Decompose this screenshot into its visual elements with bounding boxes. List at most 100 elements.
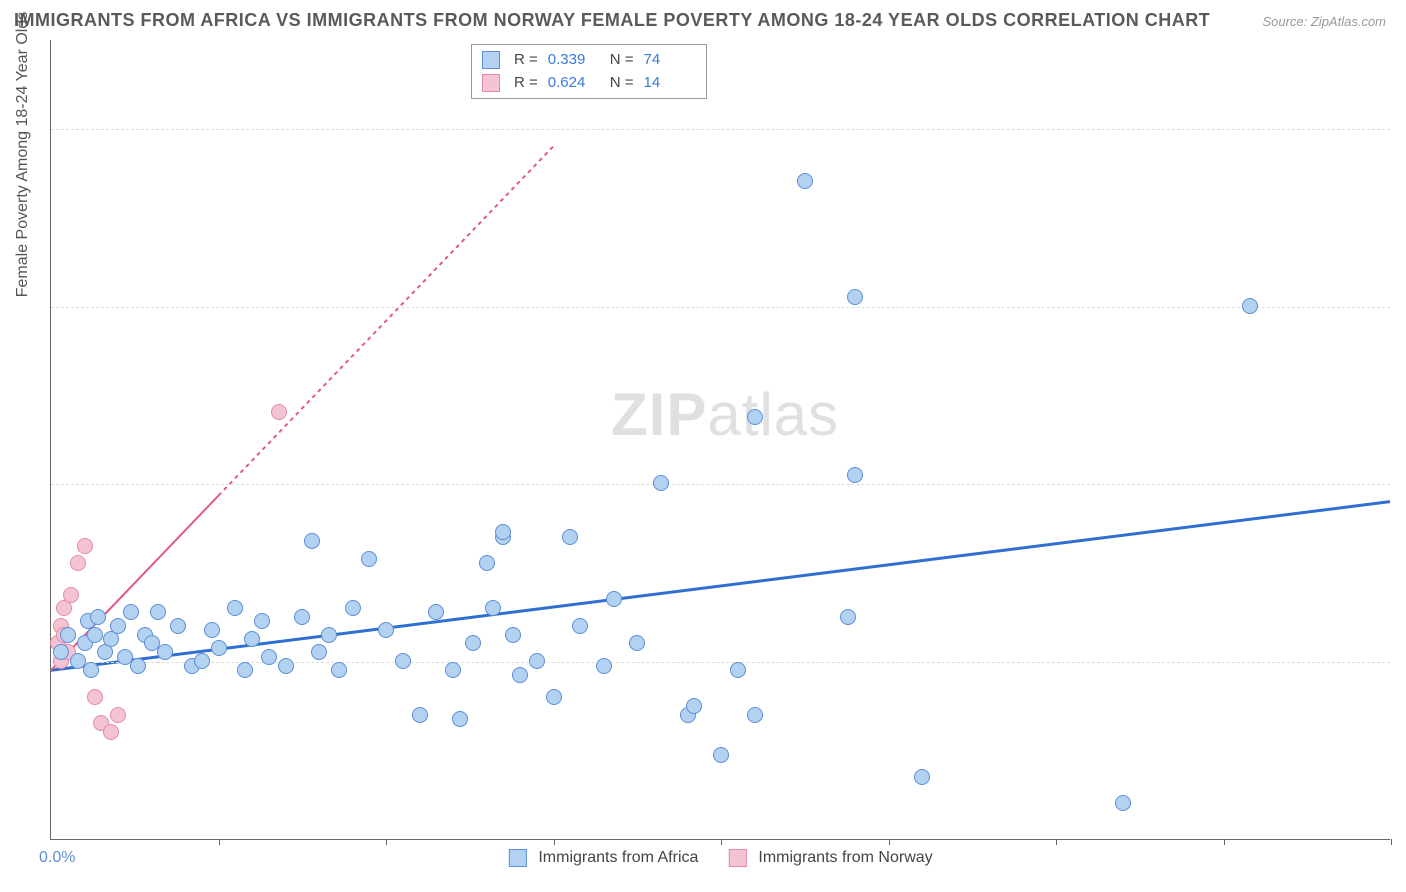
data-point xyxy=(495,524,511,540)
data-point xyxy=(529,653,545,669)
n-label: N = xyxy=(610,49,634,72)
data-point xyxy=(361,551,377,567)
data-point xyxy=(103,724,119,740)
r-label: R = xyxy=(514,72,538,95)
bottom-legend: Immigrants from Africa Immigrants from N… xyxy=(508,849,932,867)
data-point xyxy=(1115,795,1131,811)
data-point xyxy=(294,609,310,625)
data-point xyxy=(70,555,86,571)
data-point xyxy=(204,622,220,638)
data-point xyxy=(445,662,461,678)
x-tick xyxy=(1056,839,1057,845)
data-point xyxy=(730,662,746,678)
data-point xyxy=(686,698,702,714)
data-point xyxy=(596,658,612,674)
data-point xyxy=(331,662,347,678)
data-point xyxy=(747,707,763,723)
x-tick xyxy=(721,839,722,845)
data-point xyxy=(244,631,260,647)
data-point xyxy=(653,475,669,491)
chart-title: IMMIGRANTS FROM AFRICA VS IMMIGRANTS FRO… xyxy=(14,10,1210,31)
data-point xyxy=(150,604,166,620)
data-point xyxy=(562,529,578,545)
data-point xyxy=(572,618,588,634)
data-point xyxy=(271,404,287,420)
gridline xyxy=(51,307,1390,308)
data-point xyxy=(254,613,270,629)
data-point xyxy=(110,618,126,634)
data-point xyxy=(479,555,495,571)
swatch-norway xyxy=(482,74,500,92)
legend-swatch-norway xyxy=(728,849,746,867)
data-point xyxy=(747,409,763,425)
data-point xyxy=(797,173,813,189)
data-point xyxy=(261,649,277,665)
data-point xyxy=(227,600,243,616)
x-tick xyxy=(1224,839,1225,845)
gridline xyxy=(51,484,1390,485)
data-point xyxy=(465,635,481,651)
data-point xyxy=(629,635,645,651)
swatch-africa xyxy=(482,51,500,69)
data-point xyxy=(63,587,79,603)
data-point xyxy=(512,667,528,683)
data-point xyxy=(60,627,76,643)
data-point xyxy=(412,707,428,723)
data-point xyxy=(83,662,99,678)
trend-lines-svg xyxy=(51,40,1390,839)
legend-label-norway: Immigrants from Norway xyxy=(758,849,932,867)
data-point xyxy=(505,627,521,643)
data-point xyxy=(840,609,856,625)
legend-item-africa: Immigrants from Africa xyxy=(508,849,698,867)
data-point xyxy=(130,658,146,674)
r-label: R = xyxy=(514,49,538,72)
source-label: Source: ZipAtlas.com xyxy=(1262,14,1386,29)
data-point xyxy=(847,289,863,305)
watermark-zip: ZIP xyxy=(611,381,707,448)
x-tick xyxy=(554,839,555,845)
x-tick xyxy=(889,839,890,845)
data-point xyxy=(237,662,253,678)
data-point xyxy=(311,644,327,660)
x-tick xyxy=(219,839,220,845)
x-tick xyxy=(1391,839,1392,845)
r-value-africa: 0.339 xyxy=(548,49,600,72)
data-point xyxy=(452,711,468,727)
data-point xyxy=(345,600,361,616)
data-point xyxy=(90,609,106,625)
data-point xyxy=(713,747,729,763)
n-value-africa: 74 xyxy=(644,49,696,72)
watermark: ZIPatlas xyxy=(611,380,839,449)
x-tick xyxy=(386,839,387,845)
legend-swatch-africa xyxy=(508,849,526,867)
data-point xyxy=(87,627,103,643)
data-point xyxy=(914,769,930,785)
data-point xyxy=(77,538,93,554)
data-point xyxy=(485,600,501,616)
n-label: N = xyxy=(610,72,634,95)
gridline xyxy=(51,129,1390,130)
x-tick-first: 0.0% xyxy=(39,849,75,867)
trend-line xyxy=(218,147,553,496)
data-point xyxy=(194,653,210,669)
data-point xyxy=(321,627,337,643)
stats-legend: R = 0.339 N = 74 R = 0.624 N = 14 xyxy=(471,44,707,99)
data-point xyxy=(211,640,227,656)
data-point xyxy=(847,467,863,483)
legend-label-africa: Immigrants from Africa xyxy=(538,849,698,867)
data-point xyxy=(428,604,444,620)
data-point xyxy=(278,658,294,674)
data-point xyxy=(110,707,126,723)
data-point xyxy=(304,533,320,549)
data-point xyxy=(53,644,69,660)
y-axis-label: Female Poverty Among 18-24 Year Olds xyxy=(14,12,32,298)
data-point xyxy=(123,604,139,620)
plot-area: ZIPatlas R = 0.339 N = 74 R = 0.624 N = … xyxy=(50,40,1390,840)
stats-row-africa: R = 0.339 N = 74 xyxy=(482,49,696,72)
data-point xyxy=(395,653,411,669)
n-value-norway: 14 xyxy=(644,72,696,95)
data-point xyxy=(170,618,186,634)
data-point xyxy=(87,689,103,705)
data-point xyxy=(1242,298,1258,314)
data-point xyxy=(546,689,562,705)
